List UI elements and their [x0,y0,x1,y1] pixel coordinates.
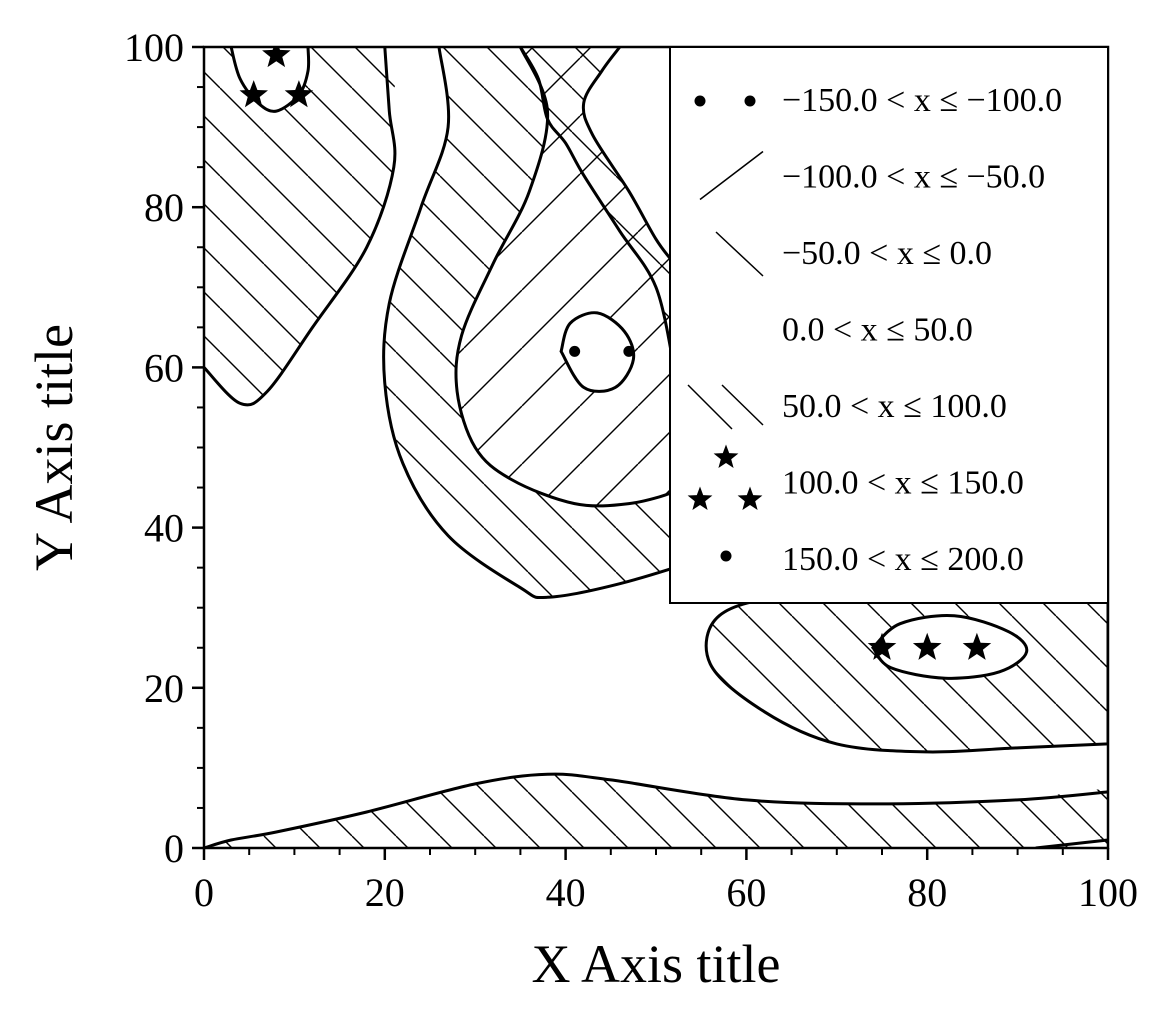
x-tick-label: 80 [907,870,947,915]
legend-label: −100.0 < x ≤ −50.0 [782,159,1045,196]
fill-top-band [520,47,677,368]
fill-bottom-band [204,774,1108,848]
fill-top-left-ellipse [231,47,309,112]
legend-entry: 150.0 < x ≤ 200.0 [720,541,1024,578]
contour-line-top-left-lobe [204,47,397,407]
star-marker [239,80,268,108]
dot-marker [569,345,581,357]
legend-swatch-hatch [721,384,764,426]
x-tick-label: 60 [726,870,766,915]
fill-center-ellipse [561,312,634,392]
legend-swatch-hatch [687,384,733,430]
star-marker [867,632,897,660]
x-tick-label: 100 [1078,870,1138,915]
y-tick-label: 60 [144,345,184,390]
fill-star-ellipse [873,615,1027,679]
star-marker [284,80,314,108]
x-tick-label: 20 [365,870,405,915]
contour-markers [239,47,992,660]
legend-label: 50.0 < x ≤ 100.0 [782,388,1007,425]
contour-line-bottom-band-upper [204,772,1108,848]
legend-box [669,46,1109,604]
fill-inner-lobe [455,47,735,506]
legend-swatch-dot [744,95,756,107]
legend-entry: 100.0 < x ≤ 150.0 [687,444,1024,510]
legend-entry: 0.0 < x ≤ 50.0 [782,312,973,349]
contour-line-top-middle-curve [519,47,676,368]
dot-marker [623,345,635,357]
legend-swatch-hatch [699,150,764,201]
legend-label: 0.0 < x ≤ 50.0 [782,312,973,349]
legend-swatch-star [737,486,763,510]
legend-swatch-star [687,486,713,510]
legend-swatch-dot [720,550,732,562]
fill-top-left-lobe [204,47,400,405]
x-axis-title: X Axis title [531,934,780,994]
legend-label: 100.0 < x ≤ 150.0 [782,465,1024,502]
y-tick-label: 100 [124,25,184,70]
contour-line-top-left-ellipse [229,47,311,113]
y-tick-label: 40 [144,506,184,551]
y-tick-label: 20 [144,666,184,711]
legend-swatch-hatch [715,231,764,277]
legend-entry: 50.0 < x ≤ 100.0 [687,384,1007,430]
y-tick-label: 0 [164,826,184,871]
legend-label: −50.0 < x ≤ 0.0 [782,235,992,272]
legend-entry: −150.0 < x ≤ −100.0 [694,82,1062,119]
star-marker [262,47,291,68]
star-marker [962,632,992,660]
plot-area [204,47,1108,848]
legend-entry: −100.0 < x ≤ −50.0 [699,150,1045,201]
star-marker [912,632,942,660]
legend-swatch-star [713,444,739,468]
legend: −150.0 < x ≤ −100.0 −100.0 < x ≤ −50.0 −50… [669,46,1109,604]
contour-line-star-ellipse [870,613,1029,680]
x-tick-label: 40 [546,870,586,915]
legend-label: 150.0 < x ≤ 200.0 [782,541,1024,578]
contour-line-inner-lobe [454,47,685,508]
legend-entry: −50.0 < x ≤ 0.0 [715,231,992,277]
y-axis-title: Y Axis title [24,324,84,571]
legend-swatch-dot [694,95,706,107]
fill-big-band [383,47,733,598]
contour-line-center-ellipse [559,311,636,393]
contour-line-top-right-curve [581,47,676,265]
x-tick-label: 0 [194,870,214,915]
y-tick-label: 80 [144,185,184,230]
legend-label: −150.0 < x ≤ −100.0 [782,82,1062,119]
